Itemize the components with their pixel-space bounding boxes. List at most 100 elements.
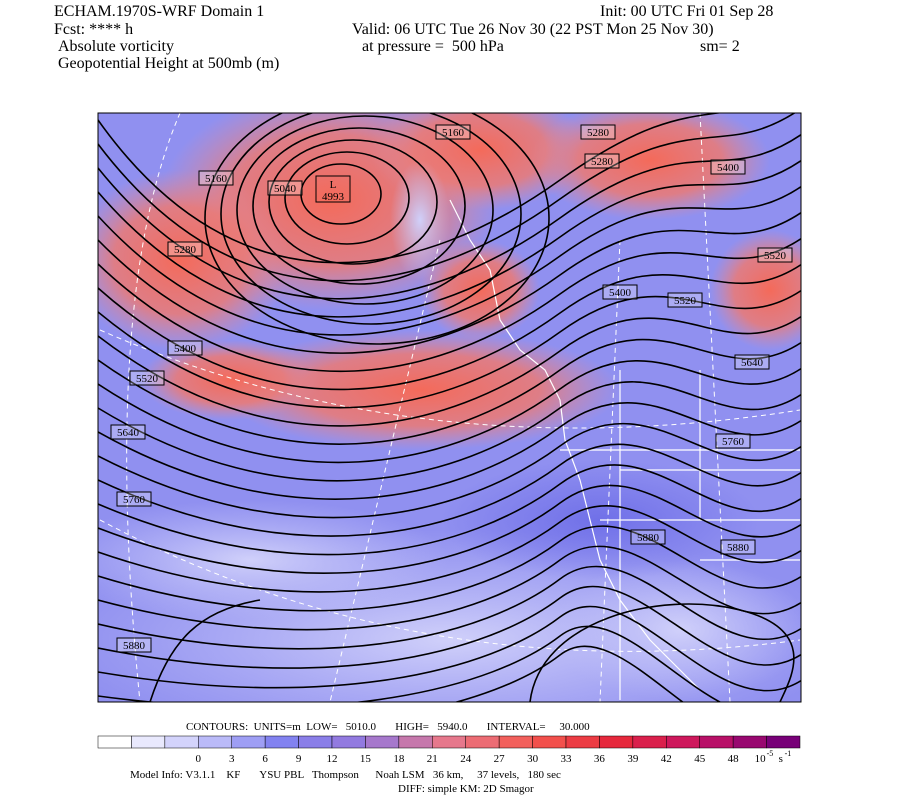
init-time: Init: 00 UTC Fri 01 Sep 28 bbox=[600, 3, 774, 20]
colorbar-box bbox=[331, 735, 366, 749]
colorbar-box bbox=[465, 735, 500, 749]
contour-line bbox=[98, 315, 801, 427]
contour-label-box bbox=[602, 284, 638, 300]
contour-label: 5880 bbox=[727, 542, 750, 554]
colorbar-tick-label: 36 bbox=[594, 753, 606, 765]
contour-line bbox=[98, 585, 801, 669]
contour-line bbox=[220, 113, 522, 325]
colorbar-box bbox=[365, 735, 400, 749]
colorbar-tick-label: 45 bbox=[694, 753, 706, 765]
contour-label: 5160 bbox=[442, 127, 465, 139]
contour-label: 5280 bbox=[174, 244, 197, 256]
contour-line bbox=[236, 115, 494, 305]
shading bbox=[550, 560, 801, 700]
colorbar-tick-label: 27 bbox=[494, 753, 506, 765]
colorbar-tick-label: 33 bbox=[561, 753, 573, 765]
contour-line bbox=[98, 545, 801, 631]
colorbar-tick-label: 12 bbox=[327, 753, 338, 765]
contour-line bbox=[268, 139, 438, 265]
colorbar-tick-label: 3 bbox=[229, 753, 235, 765]
colorbar-unit-tail: s bbox=[779, 753, 783, 765]
contour-label: 5520 bbox=[674, 295, 697, 307]
forecast-hour: Fcst: **** h bbox=[54, 21, 134, 38]
contour-label: 5400 bbox=[609, 287, 632, 299]
contour-label-box bbox=[435, 124, 471, 140]
shading bbox=[140, 340, 320, 420]
contour-line bbox=[98, 360, 801, 464]
contour-info: CONTOURS: UNITS=m LOW= 5010.0 HIGH= 5940… bbox=[186, 721, 590, 733]
colorbar-box bbox=[198, 735, 232, 749]
contour-line bbox=[98, 113, 796, 282]
low-value: 4993 bbox=[322, 191, 345, 203]
contour-label-box bbox=[198, 170, 234, 186]
contour-line bbox=[98, 605, 801, 692]
contour-label-box bbox=[116, 637, 152, 653]
contour-line bbox=[98, 185, 801, 336]
colorbar-box bbox=[532, 735, 567, 749]
contour-line bbox=[98, 402, 801, 500]
valid-time: Valid: 06 UTC Tue 26 Nov 30 (22 PST Mon … bbox=[352, 21, 714, 38]
contour-label: 5400 bbox=[717, 162, 740, 174]
contour-label: 5760 bbox=[722, 436, 745, 448]
colorbar-box bbox=[632, 735, 667, 749]
contour-line bbox=[98, 159, 801, 318]
contour-field-name: Geopotential Height at 500mb (m) bbox=[58, 55, 280, 72]
contour-line bbox=[98, 464, 801, 556]
colorbar-box bbox=[231, 735, 266, 749]
smoothing: sm= 2 bbox=[700, 38, 740, 55]
contour-label-box bbox=[667, 292, 703, 308]
contour-label-box bbox=[116, 491, 152, 507]
colorbar-box bbox=[97, 735, 132, 749]
contour-label: 5880 bbox=[637, 532, 660, 544]
contour-line bbox=[98, 525, 801, 612]
contour-label-box bbox=[630, 529, 666, 545]
colorbar-tick-label: 15 bbox=[360, 753, 372, 765]
contour-line bbox=[98, 338, 801, 445]
contour-label: 5400 bbox=[174, 343, 197, 355]
pressure-level: at pressure = 500 hPa bbox=[362, 38, 504, 55]
contour-label-box bbox=[734, 354, 770, 370]
colorbar-box bbox=[599, 735, 634, 749]
contour-label: 5760 bbox=[123, 494, 146, 506]
colorbar-tick-label: 9 bbox=[296, 753, 302, 765]
colorbar-box bbox=[298, 735, 333, 749]
contour-label: 5160 bbox=[205, 173, 228, 185]
contour-label: 5280 bbox=[591, 156, 614, 168]
contour-line bbox=[98, 237, 801, 373]
contour-line bbox=[98, 211, 801, 354]
colorbar-box bbox=[264, 735, 299, 749]
contour-label: 5040 bbox=[274, 183, 297, 195]
diff-info: DIFF: simple KM: 2D Smagor bbox=[398, 783, 534, 795]
colorbar-box bbox=[666, 735, 700, 749]
model-info: Model Info: V3.1.1 KF YSU PBL Thompson N… bbox=[130, 769, 561, 781]
contour-label-box bbox=[167, 241, 203, 257]
low-label: L bbox=[330, 179, 337, 191]
colorbar-unit-exp: -5 bbox=[767, 749, 774, 758]
contour-line bbox=[98, 443, 801, 537]
contour-line bbox=[98, 289, 801, 409]
contour-label: 5520 bbox=[136, 373, 159, 385]
contour-label-box bbox=[267, 180, 303, 196]
colorbar-box bbox=[131, 735, 166, 749]
field-name: Absolute vorticity bbox=[58, 38, 174, 55]
contour-line bbox=[529, 603, 795, 702]
shading bbox=[530, 113, 770, 220]
contour-line bbox=[284, 151, 410, 245]
contour-line bbox=[252, 127, 466, 285]
contour-line bbox=[98, 625, 722, 702]
colorbar-unit-tail-exp: -1 bbox=[785, 749, 792, 758]
contour-line bbox=[98, 422, 801, 519]
contour-label-box bbox=[110, 424, 146, 440]
colorbar-tick-label: 30 bbox=[527, 753, 539, 765]
model-title: ECHAM.1970S-WRF Domain 1 bbox=[54, 3, 265, 20]
contour-line bbox=[98, 381, 801, 482]
colorbar-tick-label: 39 bbox=[627, 753, 639, 765]
contour-line bbox=[453, 645, 684, 702]
contour-label: 5640 bbox=[117, 427, 140, 439]
contour-label-box bbox=[580, 124, 616, 140]
contour-line bbox=[149, 599, 261, 702]
colorbar-box bbox=[565, 735, 600, 749]
contour-label-box bbox=[715, 433, 751, 449]
